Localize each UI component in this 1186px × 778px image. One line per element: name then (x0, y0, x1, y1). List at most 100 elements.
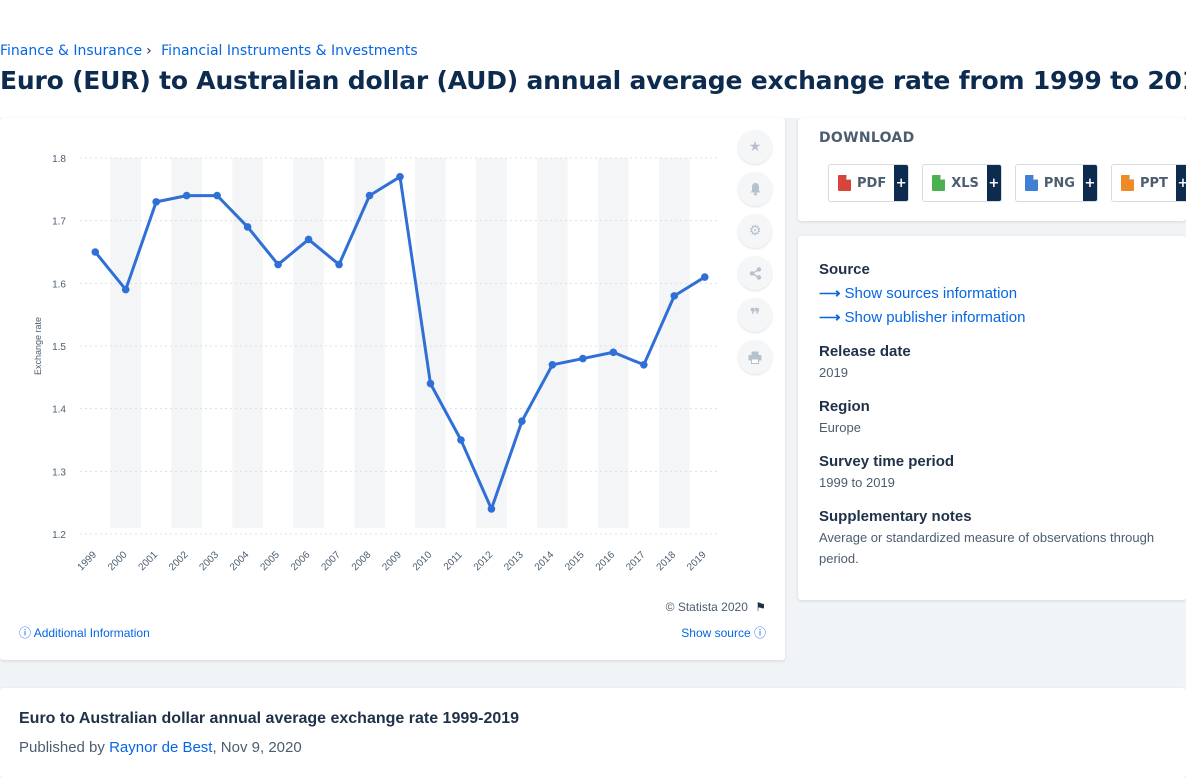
data-point (274, 260, 282, 269)
page-title: Euro (EUR) to Australian dollar (AUD) an… (0, 66, 1186, 95)
download-card: DOWNLOAD PDF + XLS + PNG + PPT + (798, 118, 1186, 221)
x-tick-label: 2014 (533, 549, 557, 573)
plus-icon: + (986, 165, 1001, 201)
show-publisher-link[interactable]: ⟶ Show publisher information (819, 308, 1025, 326)
download-buttons: PDF + XLS + PNG + PPT + (828, 164, 1186, 202)
chart-card: 1.2 1.3 1.4 1.5 1.6 1.7 1.8 Exchange rate 1999 20… (0, 118, 785, 660)
data-point (121, 285, 130, 294)
x-tick-label: 2013 (502, 549, 526, 573)
share-icon (749, 266, 761, 280)
publication-title: Euro to Australian dollar annual average… (19, 710, 520, 727)
download-ppt-button[interactable]: PPT + (1110, 164, 1186, 202)
y-tick-label: 1.8 (52, 154, 66, 165)
column-band (293, 158, 324, 528)
bell-icon (750, 183, 760, 196)
notification-button[interactable] (738, 172, 772, 206)
download-ppt-label: PPT (1139, 175, 1168, 191)
download-pdf-button[interactable]: PDF + (828, 164, 910, 202)
region-value: Europe (819, 420, 861, 435)
x-tick-label: 2003 (198, 549, 222, 573)
release-date-value: 2019 (819, 365, 848, 380)
publication-date: , Nov 9, 2020 (212, 739, 302, 756)
download-xls-label: XLS (951, 175, 979, 191)
data-point (396, 173, 404, 181)
x-tick-label: 2005 (258, 549, 282, 573)
y-tick-label: 1.5 (52, 342, 66, 353)
info-icon: ⓘ (19, 626, 32, 640)
x-tick-label: 2017 (624, 549, 648, 573)
breadcrumb: Finance & Insurance › Financial Instrumen… (0, 43, 418, 59)
flag-icon[interactable]: ⚑ (755, 600, 766, 614)
plus-icon: + (894, 165, 909, 201)
data-point (335, 260, 343, 269)
column-band (659, 158, 690, 528)
author-link[interactable]: Raynor de Best (109, 739, 213, 756)
data-point (365, 191, 374, 200)
arrow-right-icon: ⟶ (819, 309, 841, 326)
x-tick-label: 2009 (380, 549, 404, 573)
print-button[interactable] (738, 340, 772, 374)
settings-button[interactable]: ⚙ (738, 214, 772, 248)
publication-byline: Published by Raynor de Best, Nov 9, 2020 (19, 739, 302, 756)
y-tick-label: 1.7 (52, 217, 66, 228)
show-source-label: Show source (681, 626, 751, 640)
data-point (609, 348, 618, 357)
print-icon (748, 351, 762, 364)
download-xls-button[interactable]: XLS + (922, 164, 1002, 202)
data-point (243, 223, 252, 231)
show-sources-label: Show sources information (844, 285, 1018, 302)
column-band (537, 158, 568, 528)
column-band (598, 158, 629, 528)
chart-copyright: © Statista 2020 ⚑ (666, 600, 766, 614)
supplementary-notes-heading: Supplementary notes (819, 508, 972, 525)
plus-icon: + (1082, 165, 1097, 201)
y-tick-label: 1.3 (52, 467, 66, 478)
column-band (354, 158, 385, 528)
publication-card: Euro to Australian dollar annual average… (0, 688, 1186, 778)
data-point (426, 379, 435, 388)
additional-information-label: Additional Information (33, 626, 150, 640)
show-publisher-label: Show publisher information (844, 309, 1026, 326)
cite-button[interactable]: ❞ (738, 298, 772, 332)
quote-icon: ❞ (749, 304, 761, 326)
survey-period-value: 1999 to 2019 (819, 475, 895, 490)
x-tick-label: 2018 (655, 549, 679, 573)
published-by-label: Published by (19, 739, 105, 756)
breadcrumb-separator: › (146, 43, 152, 59)
source-heading: Source (819, 261, 870, 278)
y-tick-label: 1.4 (52, 405, 66, 416)
x-tick-label: 1999 (76, 549, 100, 573)
data-point (152, 198, 160, 206)
survey-period-heading: Survey time period (819, 453, 955, 470)
y-tick-label: 1.6 (52, 279, 66, 290)
gear-icon: ⚙ (748, 223, 762, 239)
x-tick-label: 2015 (563, 549, 587, 573)
x-tick-label: 2004 (228, 549, 252, 573)
data-point (548, 361, 557, 369)
column-band (110, 158, 141, 528)
x-tick-label: 2016 (594, 549, 618, 573)
breadcrumb-item-finance[interactable]: Finance & Insurance (0, 43, 143, 59)
breadcrumb-item-financial-instruments[interactable]: Financial Instruments & Investments (161, 43, 418, 59)
share-button[interactable] (738, 256, 772, 290)
column-band (232, 158, 263, 528)
data-point (91, 248, 100, 256)
info-icon: ⓘ (753, 626, 766, 640)
png-file-icon (1024, 175, 1038, 191)
x-tick-label: 2008 (350, 549, 374, 573)
arrow-right-icon: ⟶ (819, 285, 841, 302)
download-pdf-label: PDF (857, 175, 887, 191)
x-tick-label: 2002 (167, 549, 191, 573)
ppt-file-icon (1120, 175, 1134, 191)
download-png-button[interactable]: PNG + (1014, 164, 1098, 202)
y-axis-label: Exchange rate (33, 317, 43, 375)
favorite-button[interactable]: ★ (738, 130, 772, 164)
show-source-link[interactable]: Show source ⓘ (681, 624, 766, 641)
show-sources-link[interactable]: ⟶ Show sources information (819, 284, 1017, 302)
data-point (670, 292, 679, 300)
data-point (182, 191, 191, 200)
additional-information-link[interactable]: ⓘ Additional Information (19, 624, 150, 641)
page-header (0, 0, 1186, 118)
download-title: DOWNLOAD (819, 130, 915, 146)
